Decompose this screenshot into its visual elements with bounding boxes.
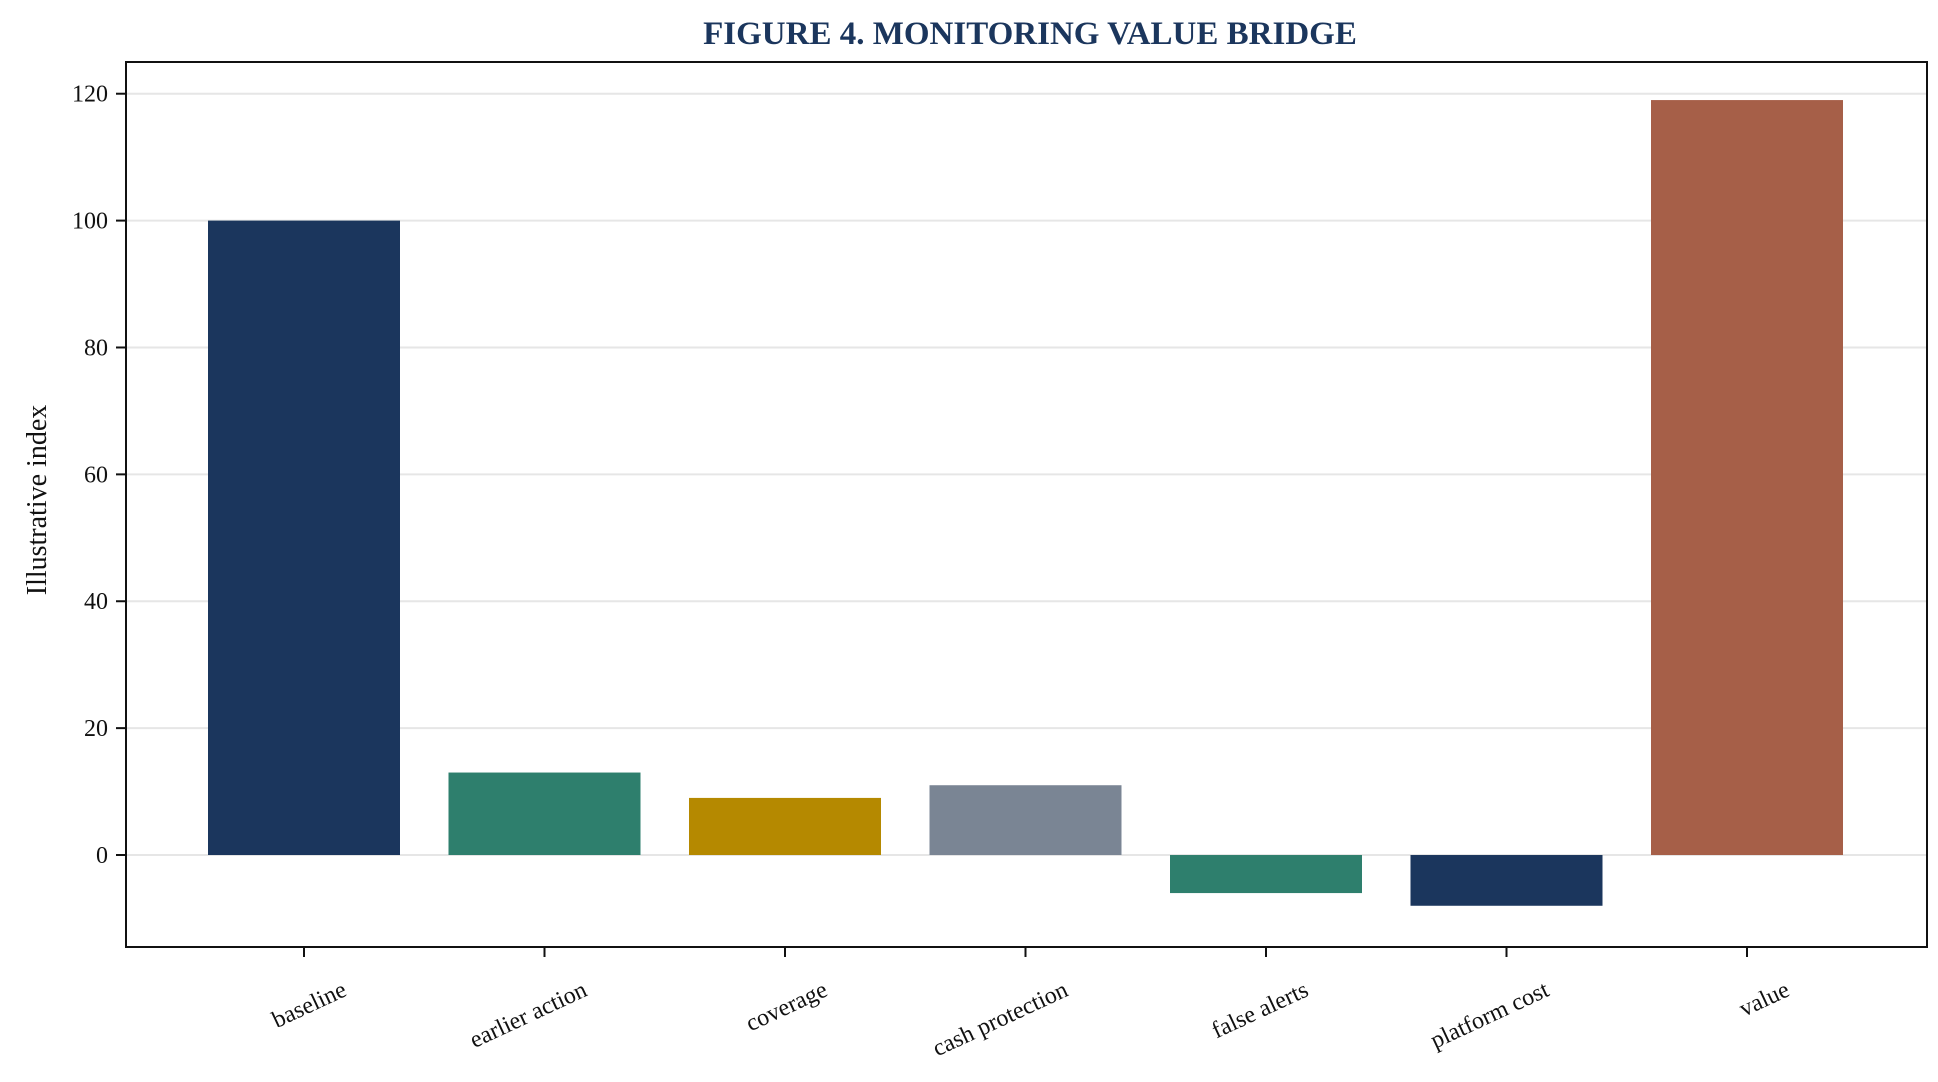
x-tick-label: baseline bbox=[268, 977, 350, 1034]
x-tick-label: earlier action bbox=[466, 977, 591, 1054]
gridlines bbox=[126, 92, 1927, 857]
y-tick-label: 40 bbox=[84, 589, 108, 615]
x-tick-label: cash protection bbox=[929, 977, 1072, 1062]
y-tick-label: 20 bbox=[84, 716, 108, 742]
x-tick-label: value bbox=[1735, 977, 1793, 1023]
y-tick-label: 100 bbox=[72, 209, 108, 235]
bar-earlier-action bbox=[448, 772, 641, 856]
x-tick-label: false alerts bbox=[1208, 977, 1313, 1044]
y-tick-label: 120 bbox=[72, 82, 108, 108]
x-tick-label: platform cost bbox=[1427, 977, 1554, 1055]
y-tick-label: 80 bbox=[84, 335, 108, 361]
x-axis: baseline earlier action coverage cash prote… bbox=[268, 947, 1794, 1062]
bar-coverage bbox=[689, 797, 881, 856]
bars bbox=[208, 100, 1843, 906]
bar-false-alerts bbox=[1170, 855, 1362, 894]
chart-title: FIGURE 4. MONITORING VALUE BRIDGE bbox=[703, 16, 1357, 52]
x-tick-label: coverage bbox=[742, 977, 831, 1037]
bar-value bbox=[1651, 100, 1843, 856]
y-axis: 0 20 40 60 80 100 120 bbox=[72, 82, 126, 869]
bar-cash-protection bbox=[929, 785, 1122, 856]
bar-baseline bbox=[208, 220, 400, 856]
y-tick-label: 0 bbox=[96, 843, 108, 869]
bar-platform-cost bbox=[1410, 855, 1603, 906]
y-axis-label: Illustrative index bbox=[22, 405, 53, 596]
y-tick-label: 60 bbox=[84, 462, 108, 488]
